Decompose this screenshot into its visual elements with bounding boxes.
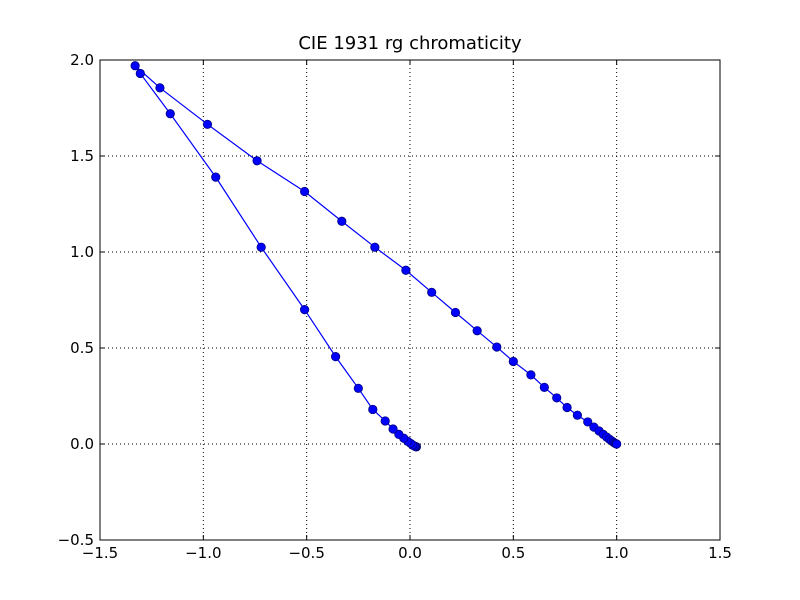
data-point <box>388 424 398 434</box>
data-point <box>380 416 390 426</box>
data-point <box>299 304 310 315</box>
x-tick-label: −1.0 <box>185 544 221 562</box>
data-point <box>299 186 310 197</box>
data-point <box>492 342 502 352</box>
data-point <box>394 429 404 439</box>
data-point <box>526 370 536 380</box>
data-point <box>612 439 622 449</box>
data-point <box>165 109 175 119</box>
series-layer <box>130 61 622 452</box>
y-tick-label: 1.5 <box>70 147 94 165</box>
y-tick-label: 2.0 <box>70 51 94 69</box>
data-point <box>508 356 518 367</box>
data-point <box>552 393 562 403</box>
axis-ticks: −1.5 −1.0 −0.5 0.0 0.5 1.0 1.5 −0.5 0.0 0.5 1.0 1.5… <box>58 51 732 562</box>
data-point <box>211 172 221 182</box>
y-tick-label: −0.5 <box>58 531 94 549</box>
x-tick-label: 0.0 <box>398 544 422 562</box>
data-point <box>370 242 380 252</box>
data-point <box>202 119 213 129</box>
data-point <box>256 242 266 252</box>
x-tick-label: −1.5 <box>82 544 118 562</box>
x-tick-label: −0.5 <box>288 544 324 562</box>
x-tick-label: 1.0 <box>605 544 629 562</box>
data-point <box>330 352 341 362</box>
data-point <box>337 216 347 226</box>
data-point <box>562 402 572 413</box>
data-point <box>539 382 549 392</box>
data-point <box>135 68 145 79</box>
data-point <box>401 265 411 275</box>
data-point <box>583 417 593 427</box>
x-tick-label: 0.5 <box>501 544 525 562</box>
y-tick-label: 0.0 <box>70 435 94 453</box>
data-point <box>353 383 363 393</box>
data-point <box>572 410 583 420</box>
data-point <box>252 156 262 166</box>
data-point <box>450 307 461 318</box>
chart-title: CIE 1931 rg chromaticity <box>298 33 522 54</box>
x-tick-label: 1.5 <box>708 544 732 562</box>
data-point <box>472 326 482 336</box>
data-point <box>427 287 437 297</box>
y-tick-label: 1.0 <box>70 243 94 261</box>
y-tick-label: 0.5 <box>70 339 94 357</box>
data-point <box>368 404 378 415</box>
data-point <box>130 61 140 71</box>
data-point <box>155 83 165 93</box>
